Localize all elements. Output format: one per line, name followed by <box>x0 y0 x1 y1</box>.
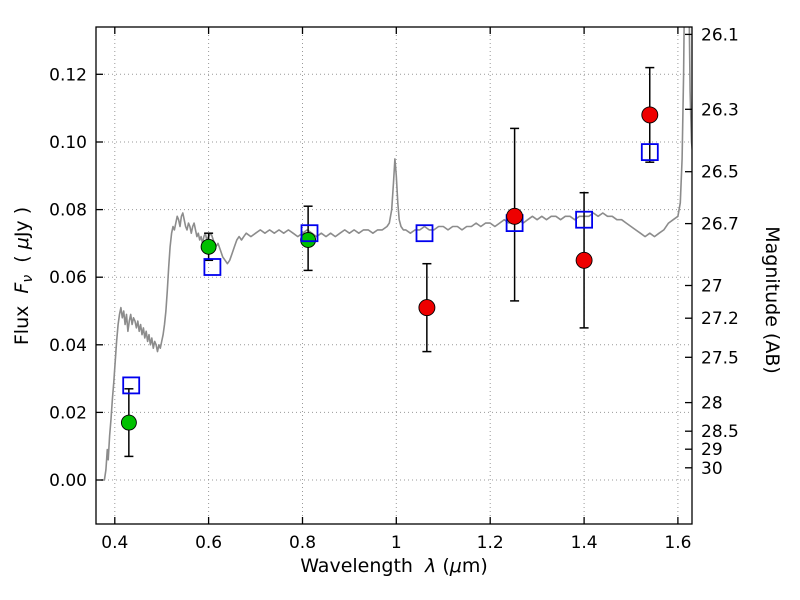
gridlines <box>96 27 692 524</box>
y-tick-label-left: 0.00 <box>49 471 87 491</box>
red-photometry-point <box>641 106 659 124</box>
y-tick-label-left: 0.08 <box>49 201 87 221</box>
y-tick-label-right: 28.5 <box>701 422 739 442</box>
photometry-markers-group <box>120 106 659 431</box>
blue-model-photometry-square <box>640 143 659 162</box>
y-tick-label-left: 0.10 <box>49 133 87 153</box>
x-tick-label: 1 <box>391 533 402 553</box>
y-axis-label-right: Magnitude (AB) <box>761 226 783 374</box>
y-tick-label-left: 0.06 <box>49 268 87 288</box>
y-tick-label-left: 0.04 <box>49 336 87 356</box>
model-spectrum-line <box>100 27 692 481</box>
x-axis-label: Wavelength λ (μm) <box>300 555 488 577</box>
y-tick-label-right: 27.2 <box>701 309 739 329</box>
x-tick-label: 1.4 <box>571 533 598 553</box>
model-spectrum-group <box>100 27 692 481</box>
axes-frame <box>95 26 693 525</box>
x-tick-label: 0.8 <box>289 533 316 553</box>
blue-model-photometry-square <box>300 224 319 243</box>
red-photometry-point <box>506 207 524 225</box>
tick-marks <box>96 27 692 524</box>
red-photometry-point <box>418 299 436 317</box>
blue-model-photometry-square <box>415 224 434 243</box>
y-tick-label-left: 0.02 <box>49 403 87 423</box>
x-tick-label: 0.4 <box>101 533 128 553</box>
green-photometry-point <box>200 238 217 255</box>
y-axis-label-left: Flux Fν ( μJy ) <box>11 207 36 345</box>
y-tick-label-right: 30 <box>701 459 723 479</box>
x-tick-label: 1.2 <box>477 533 504 553</box>
x-tick-label: 1.6 <box>664 533 691 553</box>
y-tick-label-right: 26.3 <box>701 100 739 120</box>
y-tick-label-right: 26.7 <box>701 215 739 235</box>
y-tick-label-right: 28 <box>701 394 723 414</box>
blue-model-photometry-square <box>203 258 222 276</box>
green-photometry-point <box>120 414 137 431</box>
y-tick-label-right: 26.5 <box>701 163 739 183</box>
y-tick-label-left: 0.12 <box>49 65 87 85</box>
y-tick-label-right: 29 <box>701 440 723 460</box>
blue-model-photometry-square <box>122 376 141 395</box>
green-photometry-point <box>300 232 317 248</box>
y-tick-label-right: 27.5 <box>701 348 739 368</box>
x-tick-labels: 0.4 0.6 0.8 1 1.2 1.4 1.6 <box>101 533 691 553</box>
red-photometry-point <box>575 251 593 269</box>
y-tick-labels-left: 0.00 0.02 0.04 0.06 0.08 0.10 0.12 <box>49 65 87 491</box>
y-tick-label-right: 26.1 <box>701 25 739 45</box>
x-tick-label: 0.6 <box>195 533 222 553</box>
blue-model-photometry-square <box>575 210 593 229</box>
y-tick-label-right: 27 <box>701 277 723 297</box>
